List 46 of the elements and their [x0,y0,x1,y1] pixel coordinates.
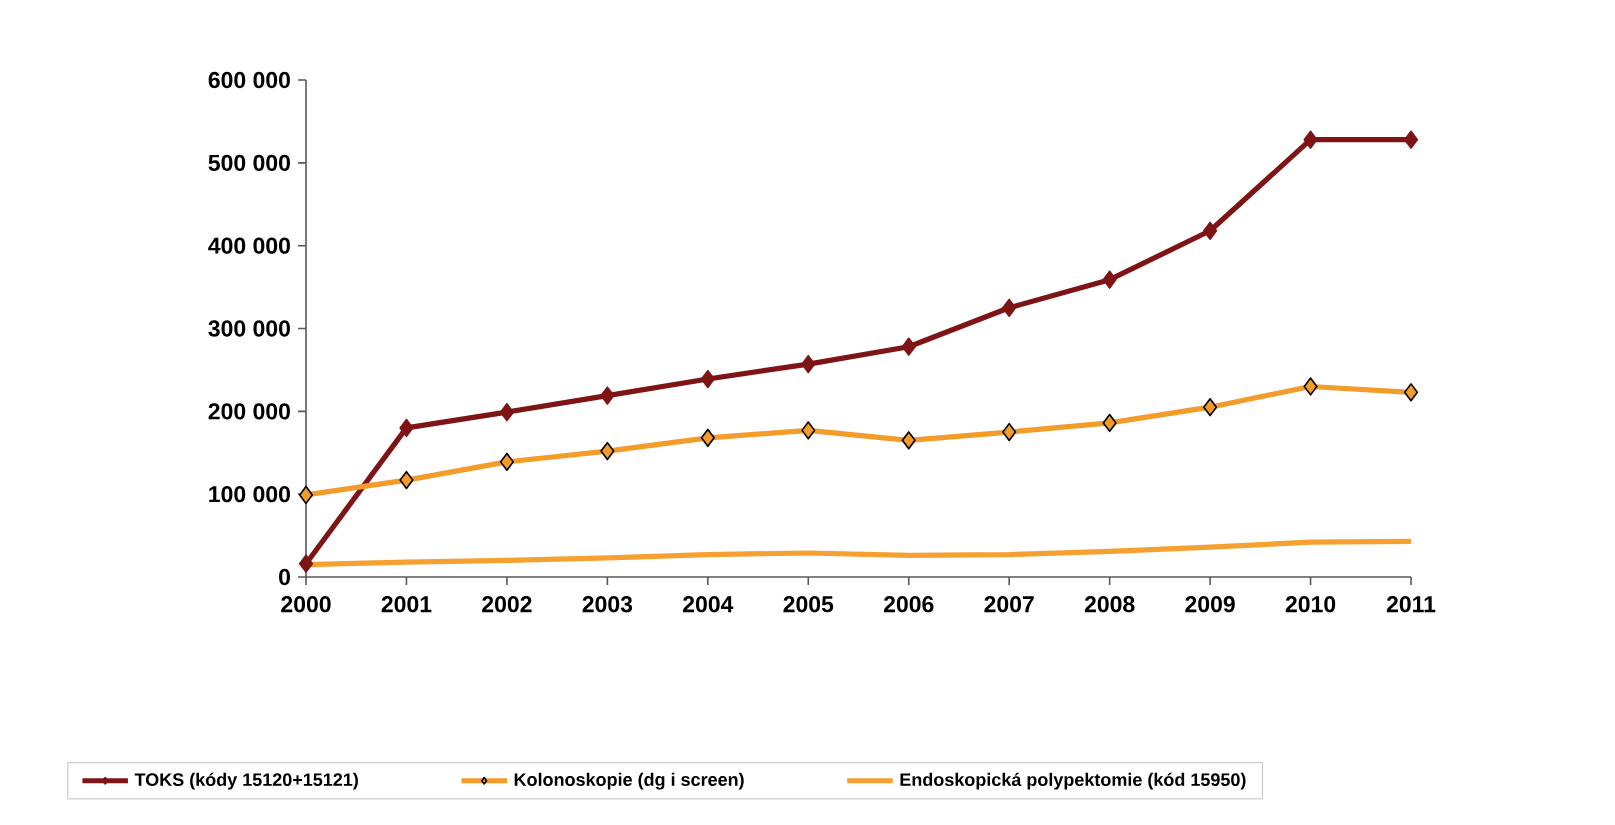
point [801,421,816,440]
y-tick-label: 300 000 [208,320,290,337]
x-tick-label: 2010 [1285,596,1336,613]
y-tick-label: 0 [279,568,290,586]
y-tick-label: 100 000 [209,486,290,503]
x-tick-label: 2011 [1386,596,1436,613]
point [399,470,414,490]
point [700,428,715,448]
point [600,441,615,461]
point [499,452,515,472]
x-tick-label: 2005 [783,596,834,613]
point [1303,377,1318,396]
point [901,337,916,356]
point [901,431,916,450]
point [600,386,615,405]
point [1303,130,1318,149]
x-tick-label: 2000 [281,596,331,613]
point [1002,422,1017,442]
point [1403,383,1419,402]
y-tick-label: 500 000 [208,154,290,171]
point [499,402,515,422]
x-tick-label: 2002 [482,596,532,613]
point [1102,413,1117,433]
x-tick-label: 2003 [582,596,633,613]
y-tick-label: 200 000 [208,403,290,420]
point [298,485,314,505]
x-tick-label: 2001 [381,596,432,613]
x-tick-label: 2004 [683,596,734,613]
point [801,354,816,374]
point [1203,221,1218,240]
point [1403,130,1419,149]
legend-label: Kolonoskopie (dg i screen) [514,772,744,790]
legend-label: TOKS (kódy 15120+15121) [134,772,358,790]
point [1203,397,1218,417]
y-tick-label: 400 000 [208,237,290,254]
point [298,554,314,573]
point [399,418,414,438]
point [1002,298,1017,317]
x-tick-label: 2008 [1084,596,1135,613]
x-tick-label: 2007 [984,596,1034,613]
point [700,369,715,389]
x-tick-label: 2009 [1185,596,1235,613]
x-tick-label: 2006 [883,596,934,613]
point [1102,270,1117,289]
legend-label: Endoskopická polypektomie (kód 15950) [900,772,1246,790]
y-tick-label: 600 000 [208,71,290,89]
